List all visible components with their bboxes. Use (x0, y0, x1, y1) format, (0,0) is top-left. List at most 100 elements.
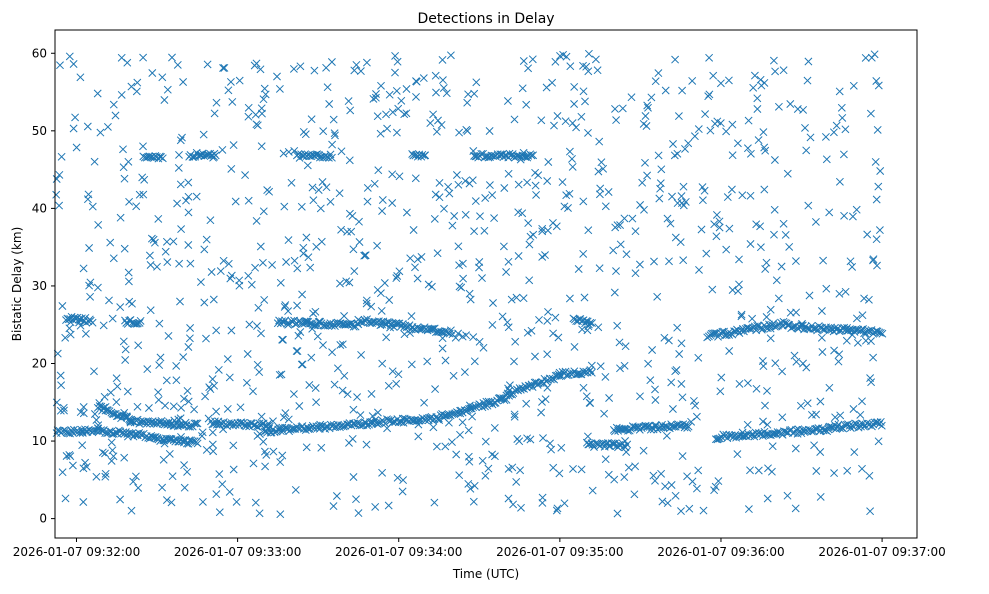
detection-point (347, 227, 356, 236)
detection-point (568, 154, 576, 163)
detection-point (85, 281, 94, 290)
detection-point (610, 288, 619, 297)
detection-point (180, 394, 188, 403)
detection-point (579, 87, 588, 96)
detection-point (450, 212, 459, 220)
detection-point (677, 192, 686, 201)
detection-point (871, 157, 880, 166)
detection-point (743, 420, 752, 429)
detection-point (661, 422, 670, 431)
detection-point (878, 329, 887, 338)
detection-point (528, 383, 537, 391)
detection-point (119, 163, 128, 172)
y-tick-label: 20 (32, 356, 47, 370)
detection-point (61, 494, 70, 503)
detection-point (543, 316, 552, 325)
detection-point (688, 477, 697, 486)
detection-point (260, 84, 269, 93)
detection-point (407, 360, 416, 369)
detection-point (733, 139, 742, 148)
detection-point (635, 260, 644, 269)
detection-point (376, 129, 385, 138)
detection-point (412, 77, 420, 86)
detection-point (716, 387, 725, 396)
detection-point (580, 293, 589, 302)
detection-point (821, 132, 830, 141)
detection-point (434, 116, 442, 125)
detection-point (665, 257, 673, 266)
detection-point (768, 442, 777, 451)
detection-point (464, 426, 473, 435)
detection-point (134, 483, 143, 492)
detection-point (259, 207, 268, 216)
detection-point (82, 462, 91, 471)
detection-point (551, 57, 560, 66)
detection-point (361, 251, 370, 260)
detection-point (232, 497, 241, 506)
detection-point (835, 289, 844, 298)
detection-point (93, 89, 102, 98)
detection-point (852, 205, 861, 214)
detection-point (677, 507, 685, 516)
detection-point (541, 395, 550, 404)
detection-point (705, 90, 714, 99)
detection-point (369, 94, 378, 103)
detection-point (90, 410, 99, 418)
detection-point (802, 146, 811, 155)
detection-point (759, 128, 768, 137)
detection-point (547, 445, 556, 454)
detection-point (595, 137, 604, 146)
detection-point (644, 359, 653, 368)
detection-point (758, 432, 767, 440)
detection-point (531, 181, 540, 190)
detection-point (514, 386, 523, 395)
detection-point (392, 379, 401, 388)
detection-point (145, 152, 154, 161)
detection-point (584, 128, 592, 137)
detection-point (154, 388, 163, 397)
detection-point (83, 122, 92, 131)
detection-point (706, 126, 715, 135)
detection-point (791, 444, 800, 453)
y-tick-label: 50 (32, 124, 47, 138)
detection-point (577, 112, 586, 121)
detection-point (76, 408, 85, 417)
detection-point (200, 245, 209, 254)
detection-point (504, 464, 513, 473)
x-tick-label: 2026-01-07 09:37:00 (818, 545, 945, 559)
detection-point (353, 393, 362, 402)
detection-point (180, 461, 189, 470)
detection-point (190, 405, 199, 414)
detection-point (555, 372, 564, 381)
detection-point (538, 397, 546, 406)
detection-point (643, 101, 652, 110)
detection-point (340, 312, 349, 320)
detection-point (469, 147, 478, 155)
detection-point (651, 476, 659, 485)
detection-point (184, 192, 193, 201)
detection-point (685, 504, 694, 513)
detection-point (173, 199, 182, 208)
detection-point (112, 398, 121, 407)
detection-point (542, 83, 551, 92)
detection-point (616, 364, 624, 373)
detection-point (406, 329, 414, 338)
detection-point (124, 268, 133, 277)
detection-point (640, 205, 648, 214)
detection-point (656, 184, 665, 193)
detection-point (249, 387, 257, 396)
detection-point (811, 217, 820, 226)
detection-point (841, 287, 850, 296)
detection-point (649, 471, 658, 480)
detection-point (397, 96, 406, 105)
detection-point (528, 55, 537, 64)
detection-point (354, 509, 363, 518)
detection-point (349, 245, 358, 254)
detection-point (95, 399, 104, 407)
detection-point (760, 185, 769, 194)
detection-point (402, 109, 411, 118)
detection-point (125, 197, 134, 206)
detection-point (694, 466, 703, 475)
detection-point (546, 439, 554, 448)
detection-point (763, 494, 772, 503)
